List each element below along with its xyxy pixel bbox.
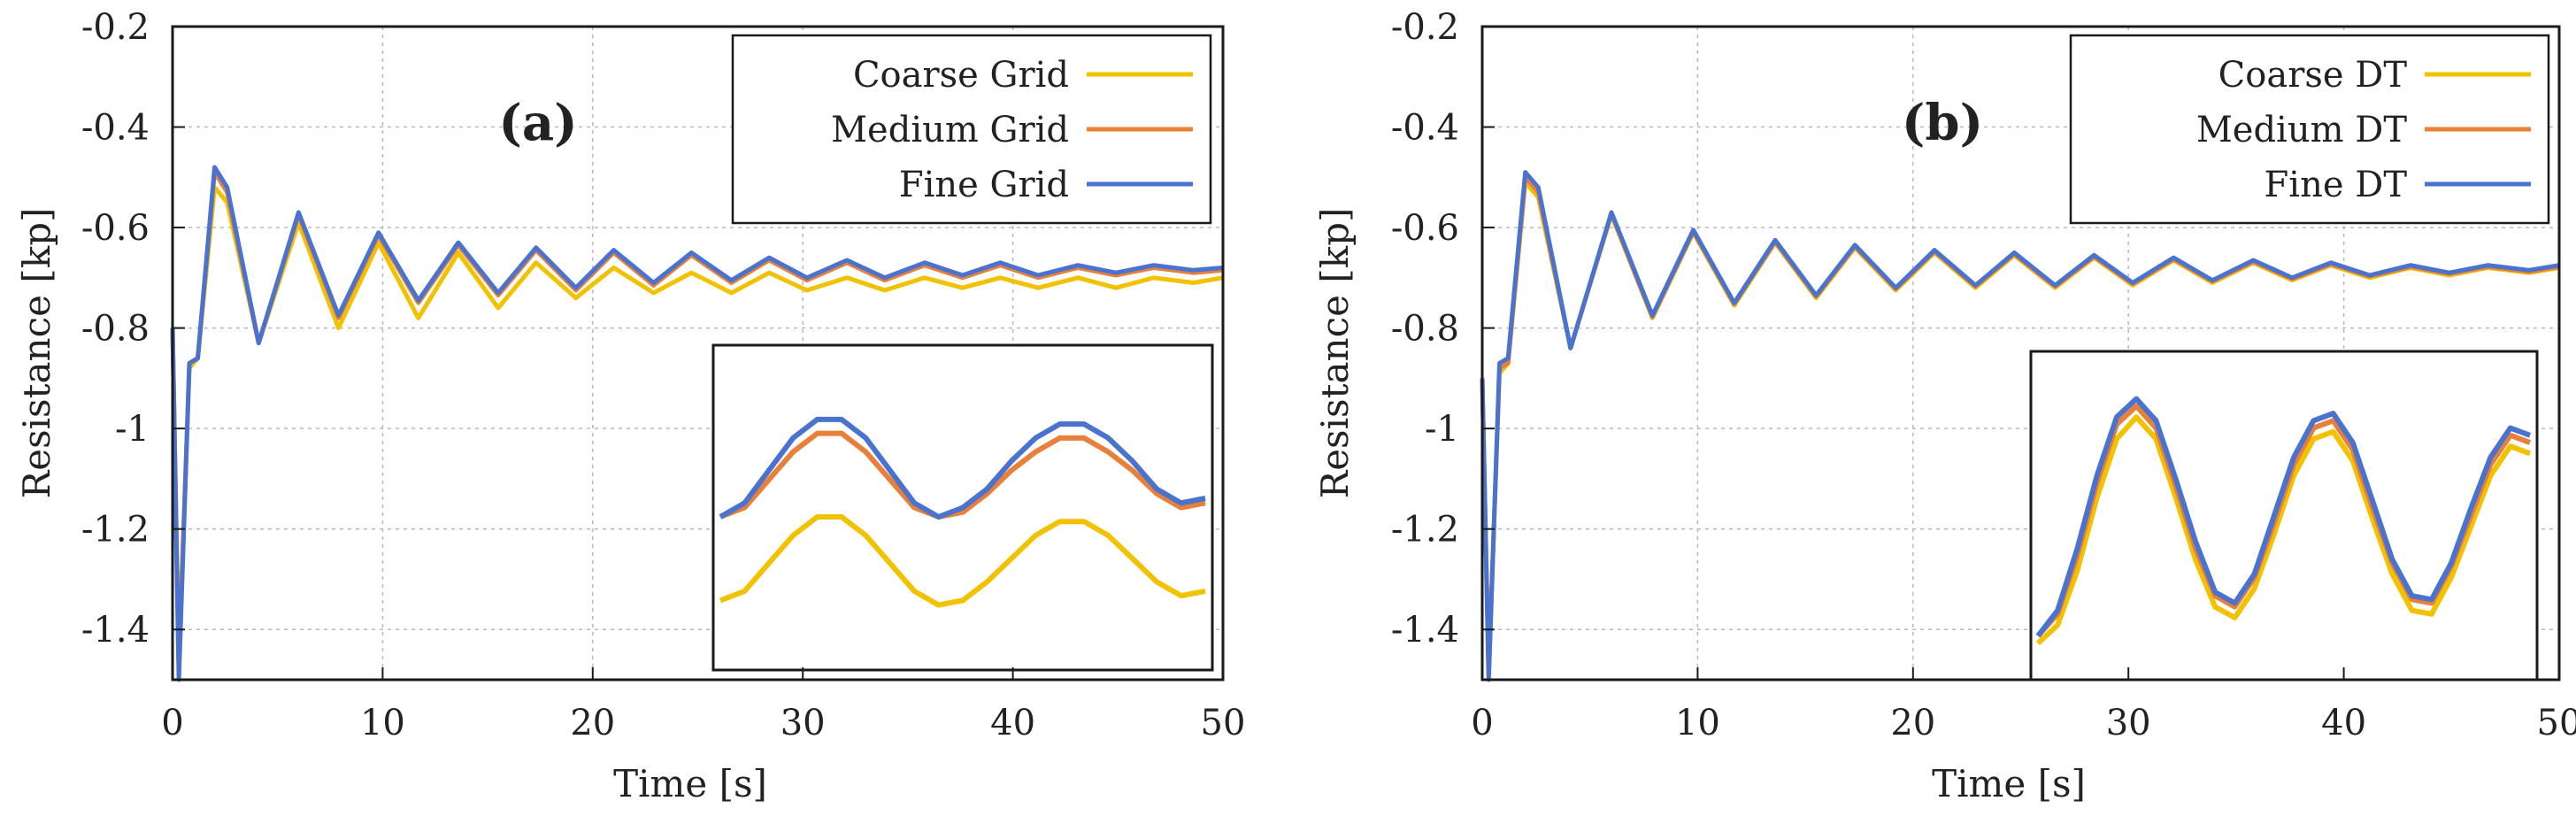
panel-b-y-axis-label: Resistance [kp] (1313, 208, 1357, 499)
panel-a-plot-frame (171, 25, 1225, 682)
panel-b-inset-background (2031, 351, 2537, 680)
panel-a-y-tick-label: -1 (115, 409, 150, 450)
panel-a-y-tick-label: -1.2 (81, 510, 150, 551)
panel-a-inset (711, 343, 1214, 672)
panel-b-x-axis-label: Time [s] (1932, 762, 2086, 805)
panel-a-y-axis-label: Resistance [kp] (15, 208, 58, 499)
panel-a-x-tick-label: 0 (161, 703, 183, 743)
panel-a-inset-series-fine (719, 416, 1206, 520)
panel-b-x-tick-label: 0 (1471, 703, 1493, 743)
panel-b-y-tick-label: -1 (1425, 409, 1459, 450)
panel-a-y-tick-label: -1.4 (81, 610, 150, 651)
panel-b-y-tick-label: -0.8 (1391, 309, 1459, 350)
panel-a-y-tick-label: -0.4 (81, 108, 150, 149)
panel-a-x-tick-label: 50 (1201, 703, 1246, 743)
panel-a-ticks: 0 10 20 30 40 50 -1.4 -1.2 -1 -0.8 -0.6 -0.4 -0.2 (81, 7, 1246, 743)
panel-b-y-tick-label: -0.6 (1391, 208, 1459, 249)
panel-a: 0 10 20 30 40 50 -1.4 -1.2 -1 -0.8 -0.6 -0.4 -0.2 Co… (15, 7, 1245, 805)
panel-a-series-fine (170, 165, 1224, 682)
panel-a-legend-label: Medium Grid (831, 110, 1069, 150)
panel-a-y-tick-label: -0.8 (81, 309, 150, 350)
panel-b: 0 10 20 30 40 50 -1.4 -1.2 -1 -0.8 -0.6 -0.4 -0.2 Co… (1313, 7, 2576, 805)
panel-a-inset-series-coarse (719, 514, 1206, 608)
panel-a-x-tick-label: 30 (780, 703, 826, 743)
panel-b-label: (b) (1902, 94, 1983, 152)
panel-a-legend-label: Fine Grid (899, 165, 1069, 205)
panel-b-x-tick-label: 20 (1890, 703, 1935, 743)
panel-a-inset-series-medium (719, 430, 1206, 520)
panel-b-y-tick-label: -1.2 (1391, 510, 1459, 551)
panel-a-x-tick-label: 20 (570, 703, 615, 743)
panel-b-inset-series-coarse (2035, 414, 2532, 645)
panel-b-y-tick-label: -1.4 (1391, 610, 1459, 651)
panel-b-x-tick-label: 30 (2106, 703, 2151, 743)
panel-a-inset-frame (711, 343, 1214, 672)
panel-b-legend: Coarse DT Medium DT Fine DT (2069, 34, 2550, 225)
panel-b-x-tick-label: 40 (2321, 703, 2366, 743)
panel-a-y-tick-label: -0.6 (81, 208, 150, 249)
panel-b-plot-frame (1480, 25, 2561, 682)
panel-b-inset-series-fine (2035, 396, 2532, 638)
panel-b-x-tick-label: 50 (2537, 703, 2576, 743)
panel-a-x-axis-label: Time [s] (613, 762, 767, 805)
panel-a-series (170, 165, 1224, 682)
panel-a-x-tick-label: 10 (360, 703, 405, 743)
panel-b-inset (2029, 350, 2539, 682)
panel-b-legend-label: Medium DT (2196, 110, 2408, 150)
panel-b-x-tick-label: 10 (1675, 703, 1720, 743)
panel-b-legend-label: Fine DT (2265, 165, 2408, 205)
panel-a-label: (a) (498, 94, 577, 152)
panel-a-legend-label: Coarse Grid (853, 55, 1069, 96)
panel-a-x-tick-label: 40 (990, 703, 1035, 743)
panel-a-legend: Coarse Grid Medium Grid Fine Grid (731, 34, 1212, 225)
panel-b-y-tick-label: -0.2 (1391, 7, 1459, 48)
panel-b-y-tick-label: -0.4 (1391, 108, 1459, 149)
panel-a-y-tick-label: -0.2 (81, 7, 150, 48)
panel-b-series (1480, 170, 2560, 682)
panel-b-ticks: 0 10 20 30 40 50 -1.4 -1.2 -1 -0.8 -0.6 -0.4 -0.2 (1391, 7, 2576, 743)
panel-b-legend-label: Coarse DT (2218, 55, 2408, 96)
panel-b-series-fine (1480, 170, 2560, 682)
